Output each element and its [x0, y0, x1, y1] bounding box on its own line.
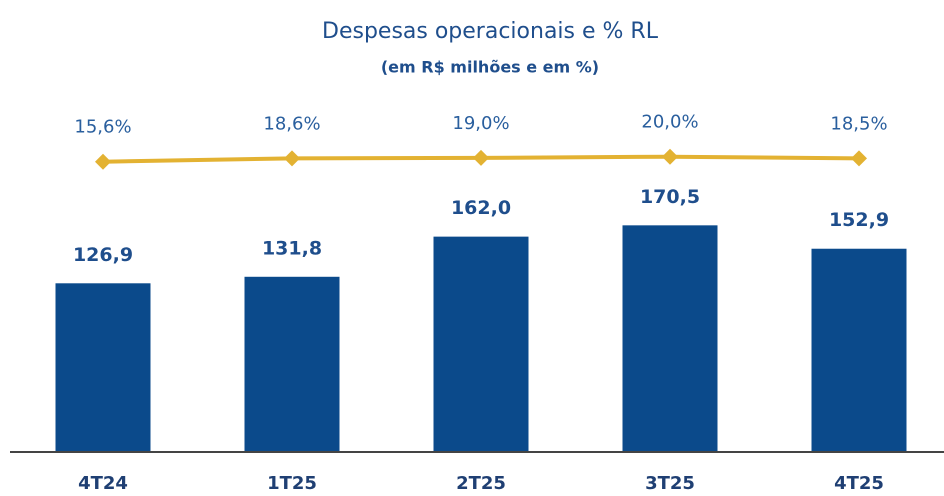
- bar: [811, 248, 907, 452]
- line-value-label: 15,6%: [74, 117, 131, 138]
- bar-value-label: 126,9: [73, 244, 133, 266]
- line-marker: [95, 153, 111, 170]
- x-tick-label: 4T25: [834, 473, 884, 494]
- bar-value-label: 152,9: [829, 209, 889, 231]
- x-tick-label: 4T24: [78, 473, 128, 494]
- line-value-label: 20,0%: [641, 112, 698, 133]
- line-value-label: 18,6%: [263, 113, 320, 134]
- bar: [55, 283, 151, 452]
- bar-value-label: 162,0: [451, 197, 511, 219]
- bar-value-label: 170,5: [640, 186, 700, 208]
- line-marker: [284, 150, 300, 167]
- line-value-label: 18,5%: [830, 113, 887, 134]
- bar: [244, 276, 340, 452]
- x-tick-label: 2T25: [456, 473, 506, 494]
- bar: [433, 236, 529, 452]
- chart-title: Despesas operacionais e % RL: [322, 19, 659, 44]
- line-value-label: 19,0%: [452, 113, 509, 134]
- x-tick-label: 3T25: [645, 473, 695, 494]
- chart-subtitle: (em R$ milhões e em %): [381, 58, 599, 77]
- line-marker: [473, 149, 489, 166]
- line-marker: [851, 150, 867, 167]
- bar-value-label: 131,8: [262, 237, 322, 259]
- x-tick-label: 1T25: [267, 473, 317, 494]
- bar: [622, 225, 718, 452]
- line-marker: [662, 148, 678, 165]
